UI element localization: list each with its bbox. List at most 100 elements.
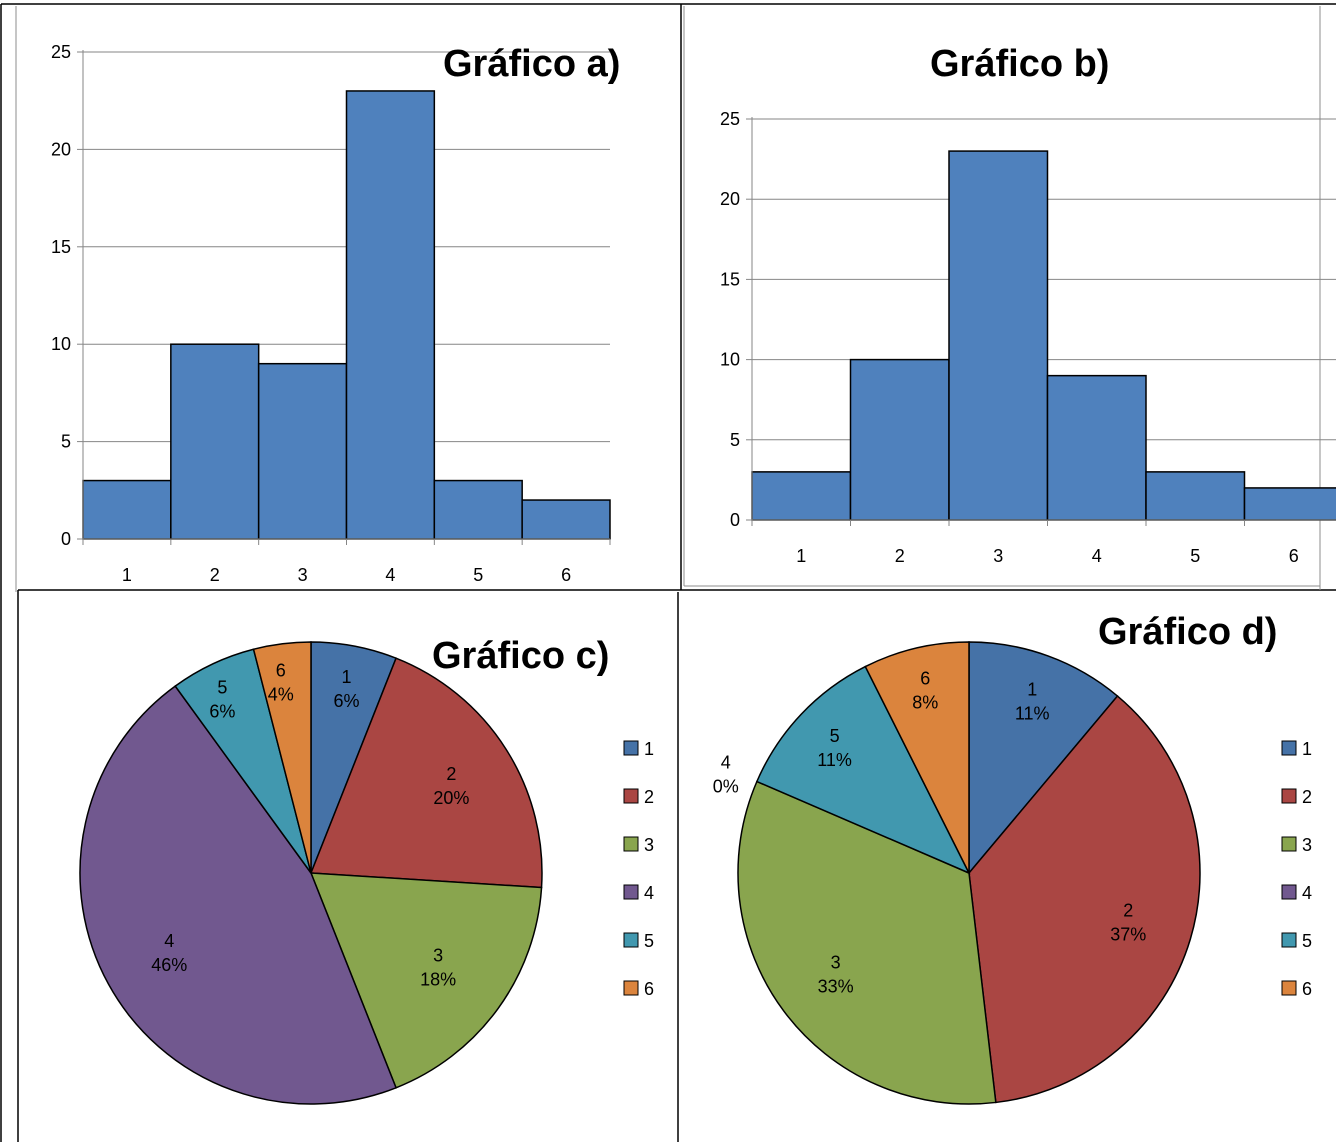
- c-data-label-category: 2: [446, 764, 456, 784]
- c-data-label-percent: 6%: [209, 701, 235, 721]
- a-bar: [345, 90, 436, 540]
- c-legend-swatch: [623, 788, 639, 804]
- d-legend-swatch: [1281, 788, 1297, 804]
- d-legend-label: 4: [1302, 883, 1312, 903]
- b-bar: [948, 150, 1049, 521]
- chart-a: 0 5 10 15 20 25 1 2 3 4 5 6 Gráfico a): [51, 42, 620, 585]
- a-ytick-label: 0: [61, 529, 71, 549]
- b-xtick-label: 3: [993, 546, 1003, 566]
- c-legend-label: 4: [644, 883, 654, 903]
- b-bar: [1145, 471, 1246, 521]
- c-slice: [309, 872, 543, 1089]
- b-bar: [849, 358, 950, 521]
- chart-c-slices: [79, 641, 543, 1105]
- chart-d-title: Gráfico d): [1098, 611, 1277, 653]
- d-data-label-percent: 11%: [1015, 703, 1050, 723]
- d-data-label-category: 4: [721, 752, 731, 772]
- a-ytick-label: 5: [61, 432, 71, 452]
- chart-a-yticks: 0 5 10 15 20 25: [51, 42, 71, 549]
- chart-d-data-labels: 1 11% 2 37% 3 33% 4 0% 5 11% 6 8%: [713, 669, 1147, 997]
- d-data-label-percent: 37%: [1110, 925, 1146, 945]
- a-bar: [433, 479, 523, 540]
- chart-b-yticks: 0 5 10 15 20 25: [720, 109, 740, 530]
- chart-a-title: Gráfico a): [443, 43, 620, 85]
- b-xtick-label: 4: [1092, 546, 1102, 566]
- d-legend-swatch: [1281, 980, 1297, 996]
- chart-d-legend: 1 2 3 4 5 6: [1281, 739, 1312, 999]
- a-bar: [82, 479, 172, 540]
- chart-d: 1 11% 2 37% 3 33% 4 0% 5 11% 6 8% 1 2 3 4 5 6 Gráfico d): [713, 611, 1312, 1105]
- chart-a-xticks: 1 2 3 4 5 6: [122, 565, 571, 585]
- b-ytick-label: 5: [730, 430, 740, 450]
- c-legend-swatch: [623, 884, 639, 900]
- chart-c-data-labels: 1 6% 2 20% 3 18% 4 46% 5 6% 6 4%: [151, 661, 469, 990]
- c-legend-label: 2: [644, 787, 654, 807]
- c-data-label-percent: 18%: [420, 969, 456, 989]
- chart-b-bars: [751, 150, 1336, 521]
- d-slice: [737, 780, 997, 1105]
- b-bar: [751, 471, 852, 521]
- d-data-label-category: 6: [920, 669, 930, 689]
- c-data-label-category: 5: [217, 677, 227, 697]
- c-legend-label: 5: [644, 931, 654, 951]
- a-bar: [170, 343, 260, 540]
- b-bar: [1046, 374, 1147, 521]
- b-ytick-label: 15: [720, 269, 740, 289]
- a-ytick-label: 20: [51, 139, 71, 159]
- d-legend-swatch: [1281, 740, 1297, 756]
- b-xtick-label: 1: [796, 546, 806, 566]
- d-legend-swatch: [1281, 932, 1297, 948]
- d-data-label-percent: 33%: [818, 976, 854, 996]
- a-bar: [521, 499, 611, 540]
- c-data-label-percent: 20%: [433, 788, 469, 808]
- d-data-label-category: 1: [1027, 679, 1037, 699]
- d-legend-label: 2: [1302, 787, 1312, 807]
- c-legend-label: 3: [644, 835, 654, 855]
- a-xtick-label: 2: [210, 565, 220, 585]
- chart-c-legend: 1 2 3 4 5 6: [623, 739, 654, 999]
- chart-a-bars: [82, 90, 611, 540]
- b-ytick-label: 10: [720, 350, 740, 370]
- chart-d-slices: [737, 641, 1201, 1105]
- d-data-label-category: 3: [831, 952, 841, 972]
- d-data-label-percent: 11%: [817, 750, 852, 770]
- a-bar: [257, 362, 348, 540]
- c-legend-label: 6: [644, 979, 654, 999]
- a-xtick-label: 1: [122, 565, 132, 585]
- c-data-label-percent: 46%: [151, 955, 187, 975]
- a-ytick-label: 25: [51, 42, 71, 62]
- b-bar: [1243, 487, 1336, 521]
- c-slice: [79, 685, 398, 1105]
- c-data-label-category: 1: [341, 667, 351, 687]
- c-legend-label: 1: [644, 739, 654, 759]
- d-slice: [755, 665, 971, 875]
- d-slice: [864, 641, 970, 874]
- chart-a-axes: [77, 50, 611, 545]
- d-legend-label: 3: [1302, 835, 1312, 855]
- b-ytick-label: 20: [720, 189, 740, 209]
- c-data-label-percent: 6%: [333, 691, 359, 711]
- chart-b: 0 5 10 15 20 25 1 2 3 4 5 6 Gráfico b): [720, 43, 1336, 566]
- a-ytick-label: 10: [51, 334, 71, 354]
- d-legend-swatch: [1281, 884, 1297, 900]
- c-data-label-category: 4: [164, 931, 174, 951]
- d-legend-label: 6: [1302, 979, 1312, 999]
- c-legend-swatch: [623, 836, 639, 852]
- d-slice: [968, 641, 1119, 876]
- c-slice: [252, 641, 312, 874]
- a-xtick-label: 5: [473, 565, 483, 585]
- chart-b-xticks: 1 2 3 4 5 6: [796, 546, 1299, 566]
- c-data-label-percent: 4%: [268, 685, 294, 705]
- c-legend-swatch: [623, 932, 639, 948]
- chart-c-title: Gráfico c): [432, 635, 609, 677]
- b-ytick-label: 25: [720, 109, 740, 129]
- d-data-label-percent: 8%: [912, 693, 938, 713]
- a-ytick-label: 15: [51, 237, 71, 257]
- a-xtick-label: 4: [385, 565, 395, 585]
- c-data-label-category: 3: [433, 945, 443, 965]
- d-legend-swatch: [1281, 836, 1297, 852]
- c-slice: [309, 657, 543, 889]
- d-data-label-category: 5: [830, 726, 840, 746]
- d-legend-label: 5: [1302, 931, 1312, 951]
